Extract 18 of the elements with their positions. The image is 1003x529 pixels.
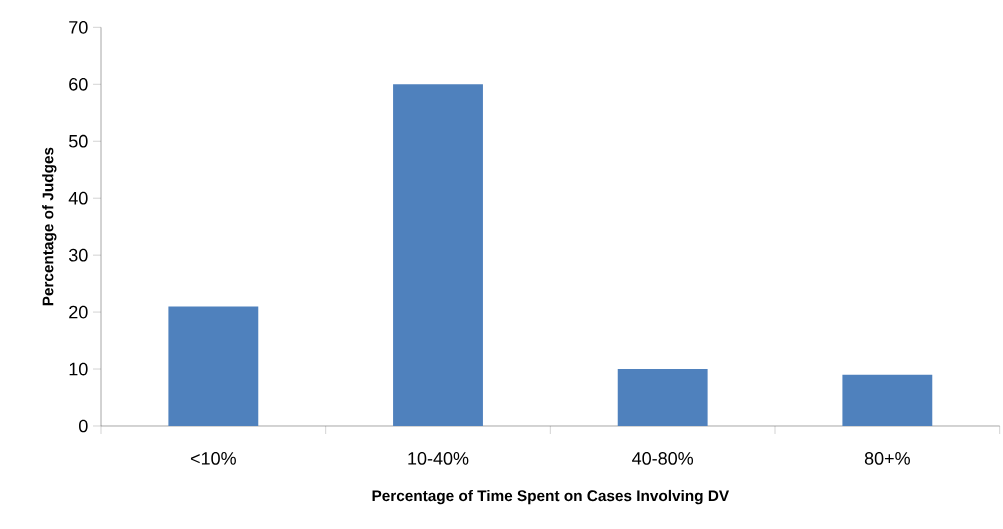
y-tick-label: 60 [69, 77, 88, 91]
bar [617, 369, 708, 426]
y-tick-label: 50 [69, 134, 88, 148]
y-tick-label: 40 [68, 191, 88, 205]
x-axis-title: Percentage of Time Spent on Cases Involving DV [372, 489, 730, 505]
y-tick-label: 70 [69, 20, 88, 34]
y-tick-label: 30 [68, 248, 88, 262]
y-tick-label: 20 [69, 305, 88, 319]
x-tick-label: 40-80% [632, 452, 694, 465]
x-tick-label: 10-40% [408, 452, 469, 465]
bar [842, 374, 933, 426]
y-tick-label: 10 [69, 362, 88, 376]
x-tick-label: <10% [190, 452, 236, 465]
bar [168, 306, 259, 426]
bar [393, 84, 483, 426]
x-tick-label: 80+% [864, 452, 910, 465]
y-axis-title: Percentage of Judges [42, 147, 57, 306]
y-tick-label: 0 [79, 419, 88, 433]
